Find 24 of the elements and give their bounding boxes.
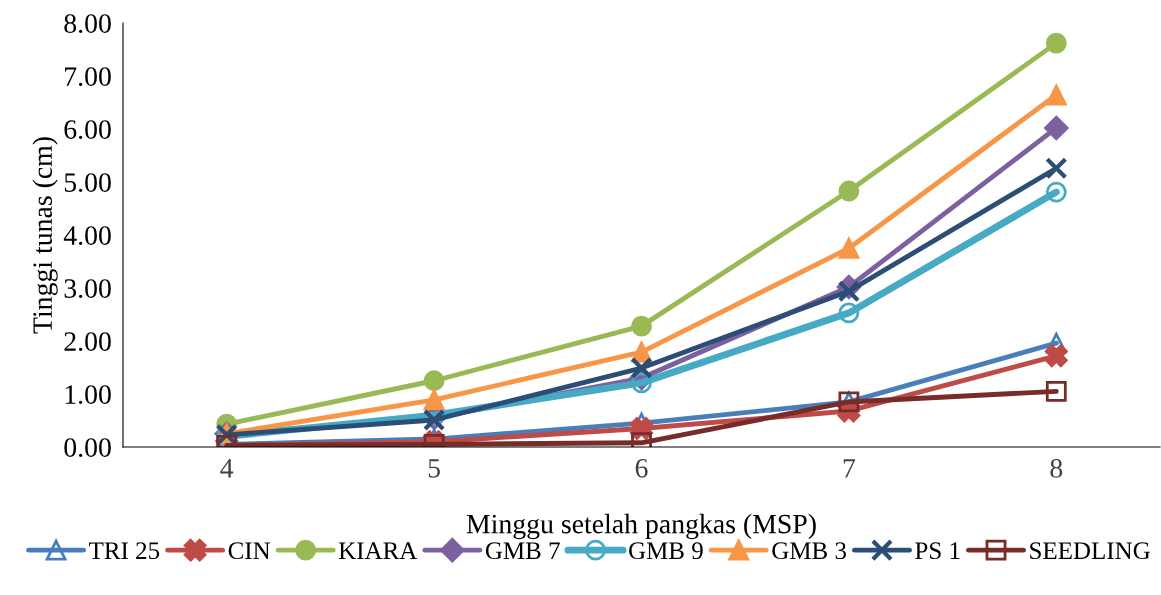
legend-label: GMB 3 bbox=[772, 542, 846, 560]
x-tick-label: 8 bbox=[1050, 458, 1063, 478]
x-tick-label: 6 bbox=[635, 458, 648, 478]
y-tick-label: 3.00 bbox=[64, 279, 111, 299]
y-tick-label: 8.00 bbox=[64, 14, 111, 34]
legend-label: TRI 25 bbox=[89, 542, 160, 560]
y-tick-label: 4.00 bbox=[63, 226, 111, 246]
y-tick-label: 0.00 bbox=[64, 438, 111, 458]
x-axis-title: Minggu setelah pangkas (MSP) bbox=[466, 513, 816, 540]
y-tick-label: 1.00 bbox=[65, 385, 111, 405]
x-tick-label: 4 bbox=[220, 459, 234, 478]
y-axis-title: Tinggi tunas (cm) bbox=[32, 137, 58, 334]
x-tick-label: 7 bbox=[843, 459, 856, 478]
y-tick-label: 2.00 bbox=[64, 332, 111, 352]
y-tick-label: 7.00 bbox=[65, 67, 111, 87]
legend-label: CIN bbox=[228, 542, 271, 560]
legend-label: KIARA bbox=[338, 542, 418, 559]
legend-label: GMB 7 bbox=[485, 542, 560, 560]
legend-label: GMB 9 bbox=[629, 542, 703, 560]
y-tick-label: 5.00 bbox=[64, 173, 111, 193]
y-tick-label: 6.00 bbox=[64, 120, 111, 140]
x-tick-label: 5 bbox=[428, 459, 440, 478]
legend-label: SEEDLING bbox=[1030, 542, 1150, 560]
legend-label: PS 1 bbox=[915, 542, 960, 560]
